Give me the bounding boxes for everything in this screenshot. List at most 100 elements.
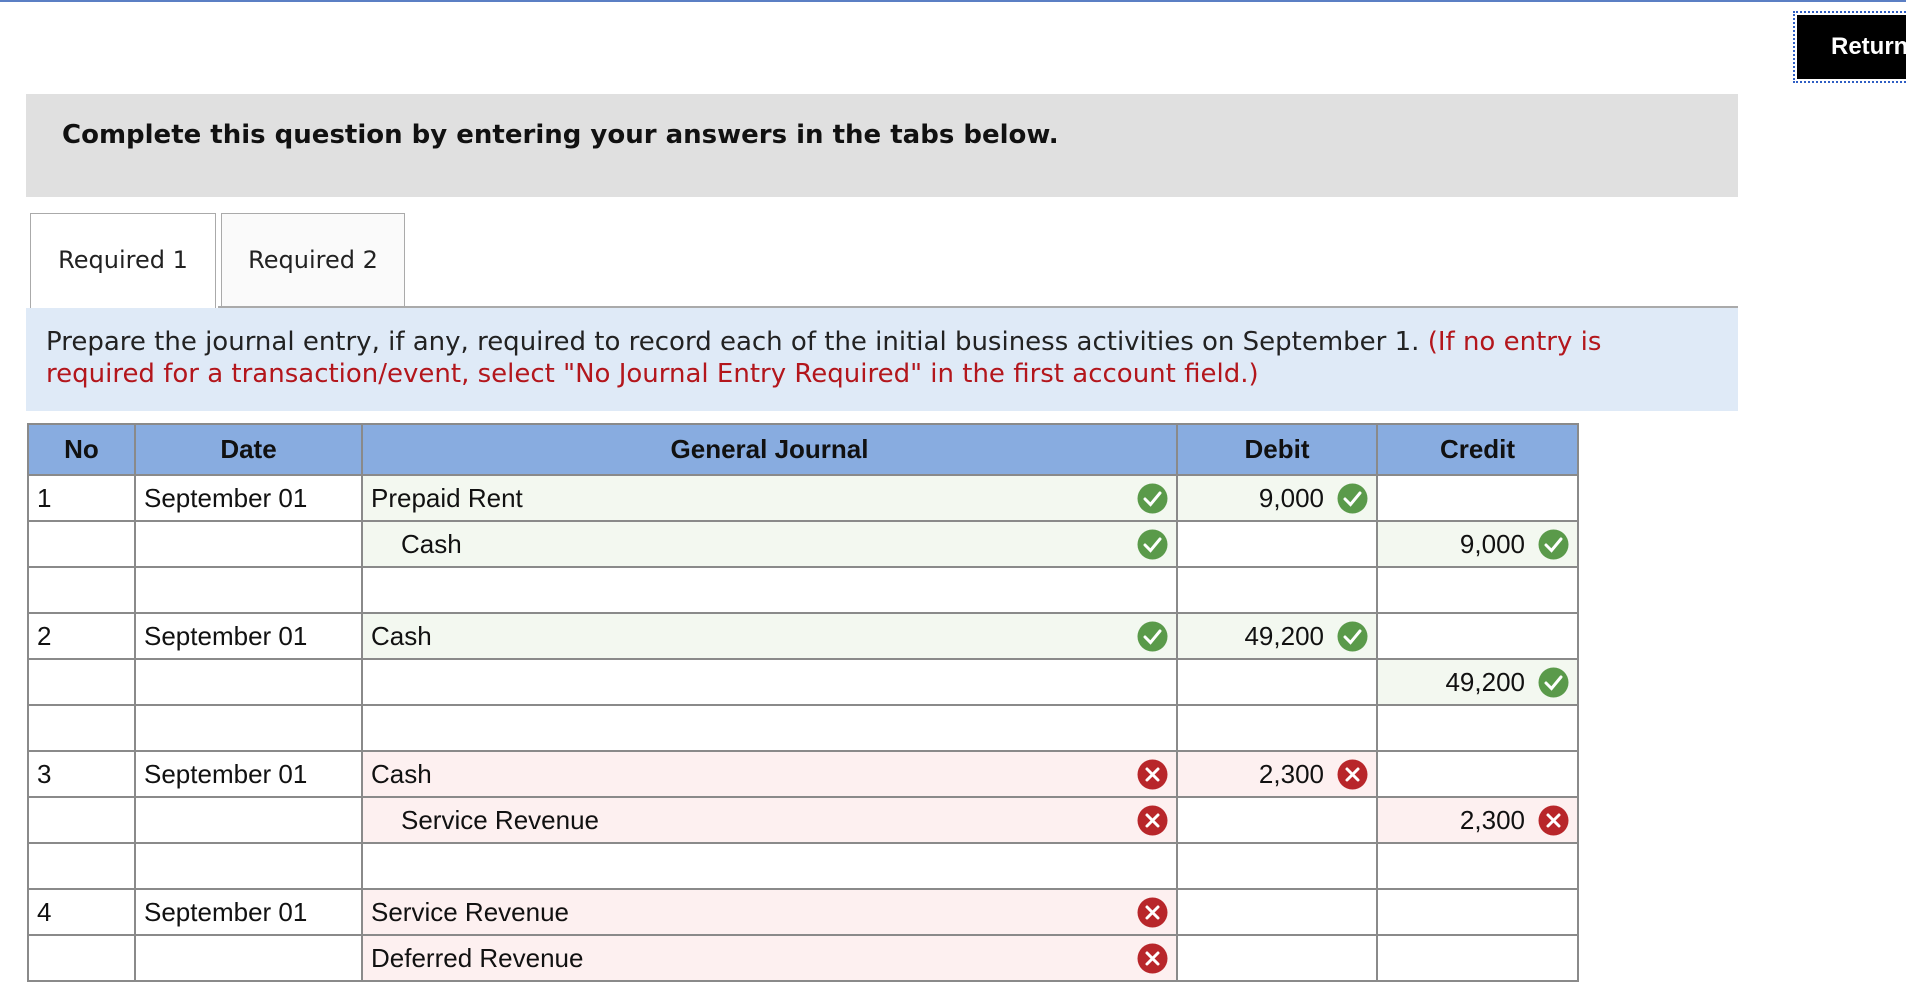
account-cell[interactable]: Cash <box>361 520 1178 568</box>
instruction-text: Prepare the journal entry, if any, requi… <box>46 327 1420 357</box>
check-icon <box>1137 621 1168 652</box>
debit-amount: 2,300 <box>1258 758 1324 789</box>
tab[interactable]: Required 1 <box>30 213 216 308</box>
credit-amount-cell[interactable] <box>1376 474 1579 522</box>
debit-amount-cell[interactable] <box>1176 566 1378 614</box>
debit-amount-cell[interactable] <box>1176 658 1378 706</box>
journal-row: 2 September 01 Cash 49,200 <box>27 612 1579 660</box>
account-cell[interactable]: Prepaid Rent <box>361 474 1178 522</box>
debit-amount-cell[interactable]: 49,200 <box>1176 612 1378 660</box>
check-icon <box>1137 483 1168 514</box>
account-cell[interactable] <box>361 658 1178 706</box>
debit-amount: 49,200 <box>1244 620 1324 651</box>
date: September 01 <box>144 482 308 513</box>
credit-amount: 9,000 <box>1459 528 1525 559</box>
row-number-cell <box>27 566 136 614</box>
row-number-cell: 4 <box>27 888 136 936</box>
top-border <box>0 0 1906 2</box>
date-cell <box>134 520 363 568</box>
tab-line <box>218 306 1738 308</box>
account-cell[interactable]: Service Revenue <box>361 888 1178 936</box>
credit-amount-cell[interactable]: 2,300 <box>1376 796 1579 844</box>
row-number-cell <box>27 704 136 752</box>
account: Cash <box>401 528 462 559</box>
cross-icon <box>1137 805 1168 836</box>
credit-amount-cell[interactable] <box>1376 750 1579 798</box>
header-row: No Date General Journal Debit Credit <box>27 423 1579 476</box>
debit-amount-cell[interactable] <box>1176 704 1378 752</box>
debit-amount-cell[interactable] <box>1176 888 1378 936</box>
account-cell[interactable] <box>361 704 1178 752</box>
journal-row: 49,200 <box>27 658 1579 706</box>
debit-amount-cell[interactable] <box>1176 796 1378 844</box>
account-cell[interactable]: Cash <box>361 612 1178 660</box>
journal-row <box>27 704 1579 752</box>
journal-row: 4 September 01 Service Revenue <box>27 888 1579 936</box>
column-header: General Journal <box>361 423 1178 476</box>
journal-table: No Date General Journal Debit Credit 1 Septem… <box>27 423 1579 982</box>
date: September 01 <box>144 620 308 651</box>
date: September 01 <box>144 896 308 927</box>
tab[interactable]: Required 2 <box>221 213 405 306</box>
date-cell <box>134 658 363 706</box>
date-cell <box>134 934 363 982</box>
credit-amount-cell[interactable] <box>1376 704 1579 752</box>
cross-icon <box>1337 759 1368 790</box>
journal-row: Service Revenue 2,300 <box>27 796 1579 844</box>
header-box: Complete this question by entering your … <box>26 94 1738 197</box>
column-header: Debit <box>1176 423 1378 476</box>
account: Cash <box>371 758 432 789</box>
credit-amount-cell[interactable] <box>1376 612 1579 660</box>
account-cell[interactable]: Service Revenue <box>361 796 1178 844</box>
column-header: Date <box>134 423 363 476</box>
check-icon <box>1538 667 1569 698</box>
account: Service Revenue <box>371 896 569 927</box>
account-cell[interactable] <box>361 566 1178 614</box>
debit-amount-cell[interactable] <box>1176 520 1378 568</box>
check-icon <box>1538 529 1569 560</box>
date: September 01 <box>144 758 308 789</box>
journal-row <box>27 566 1579 614</box>
instructions: Prepare the journal entry, if any, requi… <box>26 308 1738 411</box>
account-cell[interactable]: Deferred Revenue <box>361 934 1178 982</box>
debit-amount: 9,000 <box>1258 482 1324 513</box>
account-cell[interactable]: Cash <box>361 750 1178 798</box>
credit-amount-cell[interactable] <box>1376 842 1579 890</box>
date-cell: September 01 <box>134 612 363 660</box>
row-number-cell <box>27 520 136 568</box>
account: Service Revenue <box>401 804 599 835</box>
column-header: Credit <box>1376 423 1579 476</box>
cross-icon <box>1538 805 1569 836</box>
credit-amount-cell[interactable] <box>1376 888 1579 936</box>
date-cell <box>134 842 363 890</box>
date-cell <box>134 704 363 752</box>
credit-amount-cell[interactable]: 9,000 <box>1376 520 1579 568</box>
account-cell[interactable] <box>361 842 1178 890</box>
date-cell <box>134 796 363 844</box>
debit-amount-cell[interactable] <box>1176 934 1378 982</box>
row-number-cell: 1 <box>27 474 136 522</box>
cross-icon <box>1137 897 1168 928</box>
debit-amount-cell[interactable]: 2,300 <box>1176 750 1378 798</box>
cross-icon <box>1137 943 1168 974</box>
row-number: 2 <box>37 620 52 651</box>
date-cell: September 01 <box>134 750 363 798</box>
journal-row: 3 September 01 Cash 2,300 <box>27 750 1579 798</box>
row-number: 4 <box>37 896 52 927</box>
debit-amount-cell[interactable]: 9,000 <box>1176 474 1378 522</box>
journal-row: 1 September 01 Prepaid Rent 9,000 <box>27 474 1579 522</box>
column-header: No <box>27 423 136 476</box>
row-number-cell: 3 <box>27 750 136 798</box>
cross-icon <box>1137 759 1168 790</box>
credit-amount-cell[interactable] <box>1376 566 1579 614</box>
check-icon <box>1137 529 1168 560</box>
date-cell: September 01 <box>134 474 363 522</box>
credit-amount-cell[interactable]: 49,200 <box>1376 658 1579 706</box>
instruction-note: (If no entry is required for a transacti… <box>46 327 1602 389</box>
journal-row: Cash 9,000 <box>27 520 1579 568</box>
debit-amount-cell[interactable] <box>1176 842 1378 890</box>
return-button[interactable]: Return <box>1793 11 1906 83</box>
header-title: Complete this question by entering your … <box>62 120 1059 150</box>
row-number-cell <box>27 934 136 982</box>
credit-amount-cell[interactable] <box>1376 934 1579 982</box>
